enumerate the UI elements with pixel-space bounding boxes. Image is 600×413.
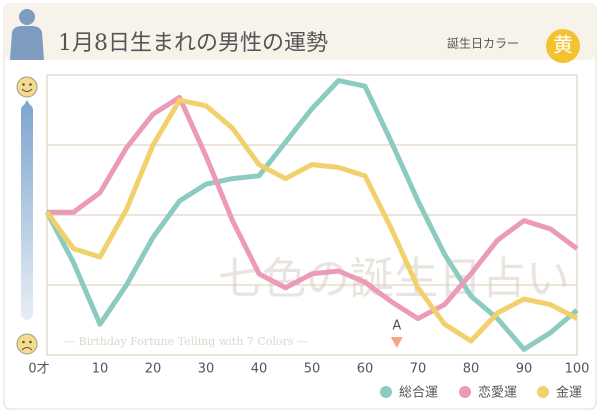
title: 1月8日生まれの男性の運勢 — [58, 31, 328, 56]
x-tick-label: 90 — [516, 362, 533, 377]
x-tick-label: 0才 — [28, 362, 49, 377]
color-name: 黄 — [553, 33, 573, 57]
legend-label: 恋愛運 — [478, 385, 517, 401]
x-tick-label: 20 — [145, 362, 162, 377]
legend-swatch — [459, 386, 471, 398]
series-line — [44, 78, 579, 352]
header — [4, 4, 596, 60]
annotation-label: A — [392, 319, 401, 334]
x-tick-label: 80 — [463, 362, 480, 377]
annotation-marker — [390, 337, 403, 348]
legend-label: 総合運 — [399, 386, 438, 401]
happy-face — [16, 76, 38, 98]
x-tick-label: 70 — [410, 362, 427, 377]
sad-face — [16, 333, 38, 355]
watermark: 七色の誕生日占い — [218, 254, 570, 305]
color-badge — [546, 29, 580, 63]
x-tick-label: 50 — [304, 362, 321, 377]
legend-swatch — [380, 386, 392, 398]
scale-bar — [21, 104, 33, 320]
series-line — [44, 97, 579, 344]
scale-arrow — [21, 100, 33, 110]
x-tick-label: 10 — [92, 362, 109, 377]
color-label: 誕生日カラー — [447, 37, 519, 51]
x-tick-label: 30 — [198, 362, 215, 377]
x-tick-label: 100 — [565, 362, 590, 377]
x-tick-label: 40 — [251, 362, 268, 377]
person-icon — [10, 9, 44, 60]
frame — [3, 3, 597, 410]
series-line — [47, 94, 579, 322]
x-tick-label: 60 — [357, 362, 374, 377]
legend-label: 金運 — [556, 385, 582, 401]
legend-swatch — [537, 386, 549, 398]
watermark-subtitle: — Birthday Fortune Telling with 7 Colors… — [64, 335, 308, 348]
